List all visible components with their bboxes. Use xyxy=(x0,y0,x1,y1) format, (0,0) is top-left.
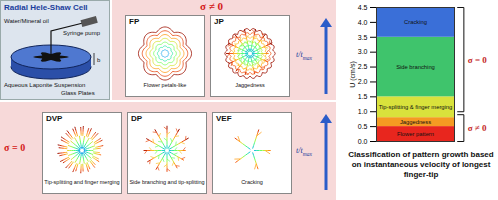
svg-text:Jaggedness: Jaggedness xyxy=(400,119,431,125)
html-text:σ ≠ 0: σ ≠ 0 xyxy=(200,0,223,12)
html-text:DVP: DVP xyxy=(46,114,63,123)
html-text:σ = 0: σ = 0 xyxy=(4,142,26,153)
svg-text:1.5: 1.5 xyxy=(358,93,368,100)
svg-text:Cracking: Cracking xyxy=(404,19,427,25)
html-text:t/tmax: t/tmax xyxy=(296,50,312,61)
html-text:Side branching and tip-splitti: Side branching and tip-splitting xyxy=(129,179,205,185)
svg-text:0.0: 0.0 xyxy=(358,138,368,145)
html-text:Classification of pattern grow: Classification of pattern growth based o… xyxy=(348,150,494,179)
html-text:Flower petals-like: Flower petals-like xyxy=(143,82,187,88)
svg-text:b: b xyxy=(97,57,101,63)
html-text:JP: JP xyxy=(214,17,224,26)
svg-text:2.5: 2.5 xyxy=(358,63,368,70)
html-text:Tip-splitting and finger mergi: Tip-splitting and finger merging xyxy=(44,179,120,185)
svg-text:σ = 0: σ = 0 xyxy=(468,54,488,64)
html-text:VEF: VEF xyxy=(216,114,232,123)
svg-text:Flower pattern: Flower pattern xyxy=(397,131,434,137)
svg-text:2.0: 2.0 xyxy=(358,78,368,85)
html-text:FP: FP xyxy=(129,17,140,26)
html-text:Cracking: Cracking xyxy=(241,179,263,185)
svg-text:3.5: 3.5 xyxy=(358,34,368,41)
html-text:Jaggedness: Jaggedness xyxy=(235,82,265,88)
svg-text:Tip-splitting & finger merging: Tip-splitting & finger merging xyxy=(379,104,453,110)
svg-text:0.5: 0.5 xyxy=(358,123,368,130)
html-text:Radial Hele-Shaw Cell: Radial Hele-Shaw Cell xyxy=(4,3,88,12)
svg-text:Syringe pump: Syringe pump xyxy=(63,30,101,36)
svg-text:σ ≠ 0: σ ≠ 0 xyxy=(468,123,487,133)
svg-text:U (cm/s): U (cm/s) xyxy=(349,61,357,87)
svg-text:Glass Plates: Glass Plates xyxy=(61,90,95,96)
svg-text:Water/Mineral oil: Water/Mineral oil xyxy=(4,18,49,24)
svg-text:4.0: 4.0 xyxy=(358,19,368,26)
svg-text:Aqueous Laponite Suspension: Aqueous Laponite Suspension xyxy=(4,82,85,88)
html-text:DP: DP xyxy=(131,114,143,123)
svg-text:4.5: 4.5 xyxy=(358,4,368,11)
svg-text:1.0: 1.0 xyxy=(358,108,368,115)
svg-text:3.0: 3.0 xyxy=(358,48,368,55)
html-text:t/tmax: t/tmax xyxy=(296,146,312,157)
svg-text:Side branching: Side branching xyxy=(396,64,435,70)
